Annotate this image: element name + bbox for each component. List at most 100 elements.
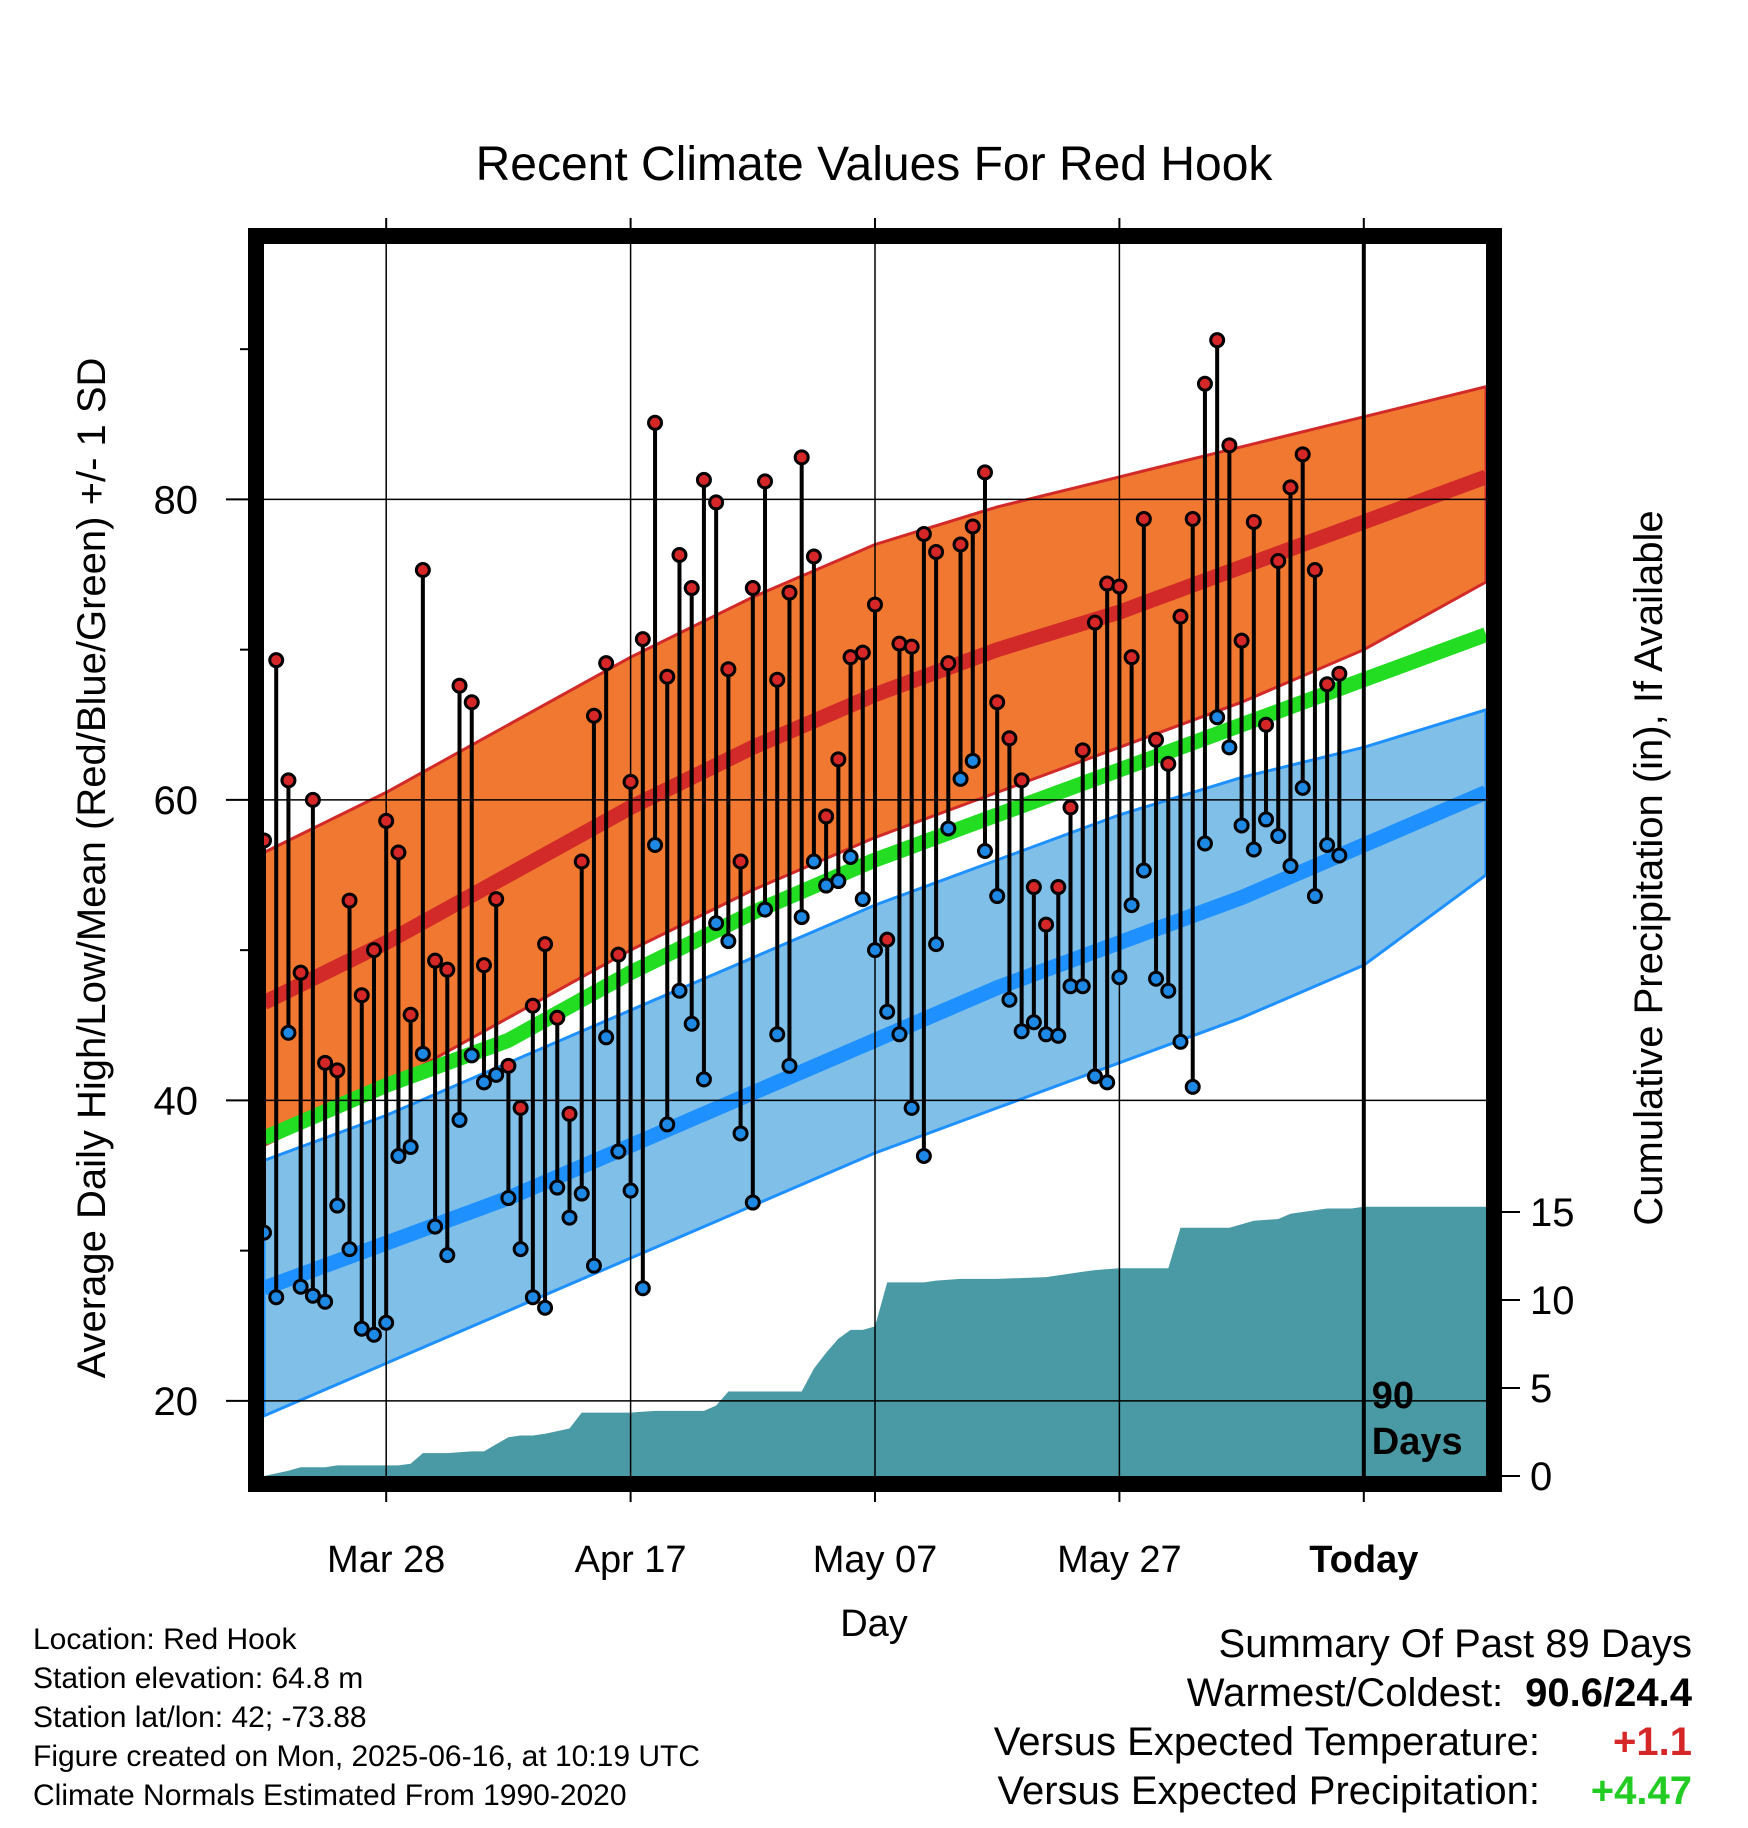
daily-high-point [964,518,981,535]
daily-high-point [830,751,847,768]
daily-high-point [1074,742,1091,759]
daily-low-point [1270,827,1287,844]
daily-low-point [940,820,957,837]
daily-high-point [757,473,774,490]
daily-low-point [879,1003,896,1020]
normals-text: Climate Normals Estimated From 1990-2020 [33,1779,627,1812]
daily-low-point [1135,862,1152,879]
daily-low-point [647,836,664,853]
daily-high-point [683,580,700,597]
y-tick-label: 40 [154,1079,199,1123]
daily-high-point [1062,799,1079,816]
daily-low-point [757,901,774,918]
daily-high-point [1196,375,1213,392]
daily-high-point [1135,510,1152,527]
daily-low-point [903,1099,920,1116]
daily-high-point [463,694,480,711]
daily-low-point [1099,1074,1116,1091]
daily-low-point [537,1299,554,1316]
daily-high-point [598,655,615,672]
daily-high-point [647,414,664,431]
daily-low-point [585,1257,602,1274]
daily-low-point [867,942,883,959]
daily-low-point [1331,847,1348,864]
y2-tick-label: 0 [1530,1455,1552,1499]
daily-low-point [1111,969,1128,986]
daily-high-point [928,544,945,560]
daily-high-point [1184,510,1201,527]
daily-high-point [329,1062,346,1079]
daily-high-point [805,548,822,565]
daily-low-point [573,1185,590,1202]
daily-high-point [488,891,505,908]
daily-low-point [1221,739,1238,756]
daily-high-point [427,952,444,969]
daily-low-point [268,1289,285,1306]
daily-low-point [781,1057,798,1074]
daily-low-point [390,1147,407,1164]
summary-panel: Summary Of Past 89 Days Warmest/Coldest:… [994,1620,1692,1816]
daily-high-point [732,853,749,870]
daily-low-point [1209,709,1226,726]
daily-high-point [1001,730,1018,747]
daily-low-point [463,1047,480,1064]
y-axis-label: Average Daily High/Low/Mean (Red/Blue/Gr… [70,358,114,1379]
today-days-label: 90 [1372,1375,1414,1417]
daily-low-point [292,1278,309,1295]
daily-low-point [1086,1068,1103,1085]
daily-low-point [659,1116,676,1133]
daily-low-point [1123,897,1140,914]
daily-low-point [732,1125,749,1142]
x-tick-label: May 27 [1057,1539,1182,1581]
daily-low-point [1001,991,1018,1008]
x-axis-label: Day [840,1603,908,1645]
daily-high-point [1270,553,1287,570]
daily-high-point [622,773,639,790]
daily-high-point [867,596,883,613]
daily-low-point [622,1182,639,1199]
temp-label: Versus Expected Temperature: [993,1720,1540,1764]
daily-high-point [793,449,810,466]
summary-title: Summary Of Past 89 Days [1218,1622,1692,1666]
daily-high-point [451,677,468,694]
daily-low-point [610,1143,627,1160]
daily-low-point [989,888,1006,905]
daily-high-point [671,547,688,564]
daily-high-point [1294,446,1311,463]
daily-low-point [695,1071,712,1088]
precip-row: Versus Expected Precipitation: +4.47 [994,1767,1692,1816]
daily-low-point [854,891,871,908]
daily-low-point [561,1209,578,1226]
created-text: Figure created on Mon, 2025-06-16, at 10… [33,1740,701,1773]
daily-low-point [329,1197,346,1214]
daily-high-point [903,638,920,655]
daily-low-point [842,848,859,865]
daily-low-point [1025,1014,1042,1031]
daily-low-point [1306,888,1323,905]
daily-high-point [1258,716,1275,733]
x-tick-label: Today [1309,1539,1418,1581]
daily-low-point [915,1147,932,1164]
daily-high-point [390,844,407,861]
station-info: Location: Red Hook Station elevation: 64… [33,1620,700,1815]
daily-high-point [940,655,957,672]
daily-high-point [500,1057,517,1074]
daily-high-point [1221,437,1238,454]
daily-high-point [1209,332,1226,349]
daily-low-point [720,933,737,950]
x-tick-label: Mar 28 [327,1539,445,1581]
daily-high-point [537,936,554,953]
daily-low-point [671,982,688,999]
daily-high-point [1013,772,1030,789]
daily-low-point [928,936,945,953]
daily-high-point [365,942,382,959]
daily-high-point [1331,665,1348,682]
daily-high-point [976,464,993,481]
daily-low-point [952,770,969,787]
temp-value: +1.1 [1613,1720,1692,1764]
daily-low-point [512,1241,529,1258]
daily-high-point [402,1006,419,1023]
daily-low-point [500,1190,517,1207]
daily-low-point [549,1179,566,1196]
daily-low-point [744,1194,761,1211]
